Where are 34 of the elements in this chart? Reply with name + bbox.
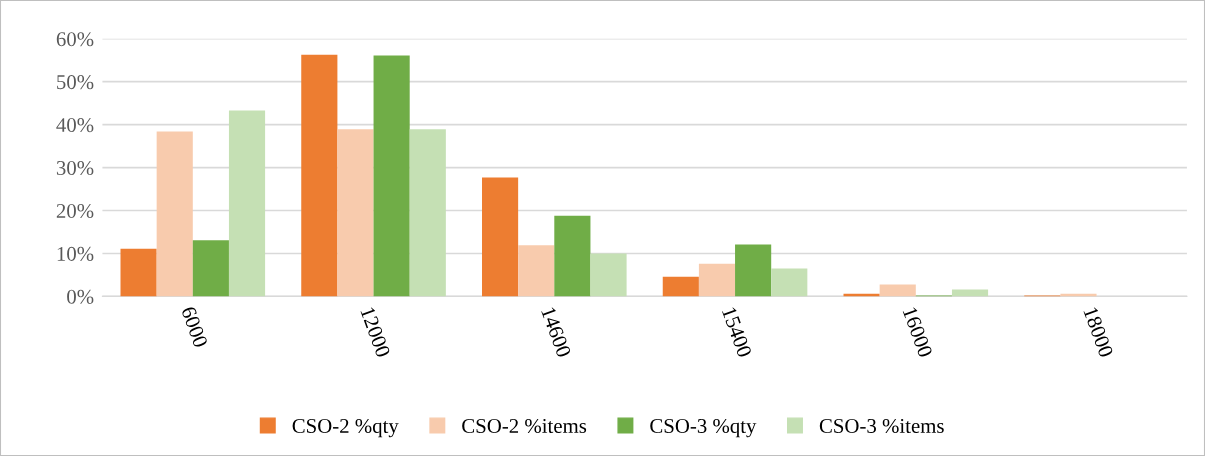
bar: [735, 244, 772, 297]
bar: [120, 248, 157, 297]
y-tick-label: 60%: [56, 32, 94, 47]
x-tick-label: 18000: [1083, 306, 1114, 358]
x-tick-label: 15400: [721, 306, 752, 358]
bar: [409, 129, 446, 297]
legend-label: CSO-2 %qty: [292, 418, 399, 438]
bar: [373, 55, 410, 297]
legend-label: CSO-3 %items: [819, 418, 944, 434]
bar: [554, 215, 591, 297]
y-tick-label: 40%: [56, 118, 94, 133]
bar: [192, 240, 229, 297]
x-tick-label: 14600: [541, 306, 572, 358]
legend-label: CSO-2 %items: [462, 418, 587, 434]
y-tick-label: 10%: [57, 246, 94, 261]
bar: [482, 177, 519, 297]
y-tick-label: 0%: [67, 289, 94, 304]
x-tick-label: 6000: [181, 305, 208, 349]
y-tick-label: 30%: [56, 160, 94, 176]
y-tick-label: 50%: [57, 75, 94, 90]
bar: [156, 131, 193, 297]
x-tick-label: 12000: [360, 306, 391, 358]
x-tick-label: 16000: [902, 306, 933, 358]
bar: [301, 54, 338, 297]
legend-label: CSO-3 %qty: [650, 418, 757, 438]
bar: [518, 245, 555, 297]
bar: [771, 268, 808, 297]
bar: [698, 263, 736, 297]
bar: [879, 284, 916, 297]
bar: [662, 276, 699, 297]
bar: [228, 110, 266, 297]
bar: [337, 129, 374, 297]
y-tick-label: 20%: [56, 203, 94, 219]
bar: [590, 253, 627, 297]
